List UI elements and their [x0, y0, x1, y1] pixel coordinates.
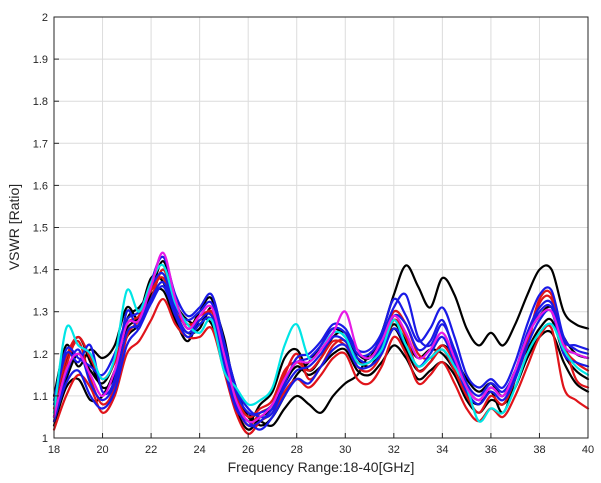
x-tick-label: 30	[339, 444, 351, 456]
x-axis-label: Frequency Range:18-40[GHz]	[228, 459, 415, 475]
y-tick-label: 1.1	[33, 391, 48, 403]
series-layer	[52, 251, 590, 435]
x-tick-label: 32	[388, 444, 400, 456]
y-axis: 1 1.1 1.2 1.3 1.4 1.5 1.6 1.7 1.8 1.9 2	[33, 12, 59, 445]
y-tick-label: 1.4	[33, 265, 48, 277]
x-tick-label: 34	[436, 444, 448, 456]
series-line-6	[52, 298, 590, 435]
y-tick-label: 1	[42, 433, 48, 445]
x-tick-label: 20	[96, 444, 108, 456]
y-tick-label: 1.8	[33, 96, 48, 108]
y-tick-label: 1.9	[33, 54, 48, 66]
y-axis-label: VSWR [Ratio]	[6, 184, 22, 270]
x-tick-label: 24	[194, 444, 206, 456]
y-tick-label: 1.5	[33, 223, 48, 235]
y-tick-label: 2	[42, 12, 48, 24]
y-tick-label: 1.6	[33, 180, 48, 192]
series-line-9	[52, 285, 590, 431]
x-tick-label: 36	[485, 444, 497, 456]
y-tick-label: 1.2	[33, 349, 48, 361]
y-tick-label: 1.3	[33, 307, 48, 319]
x-tick-label: 40	[582, 444, 594, 456]
x-tick-label: 22	[145, 444, 157, 456]
series-line-13	[52, 251, 590, 424]
x-axis: 18 20 22 24 26 28 30 32 34 36 38 40	[48, 433, 594, 456]
x-tick-label: 26	[242, 444, 254, 456]
y-tick-label: 1.7	[33, 138, 48, 150]
x-tick-label: 38	[533, 444, 545, 456]
x-tick-label: 28	[291, 444, 303, 456]
x-tick-label: 18	[48, 444, 60, 456]
